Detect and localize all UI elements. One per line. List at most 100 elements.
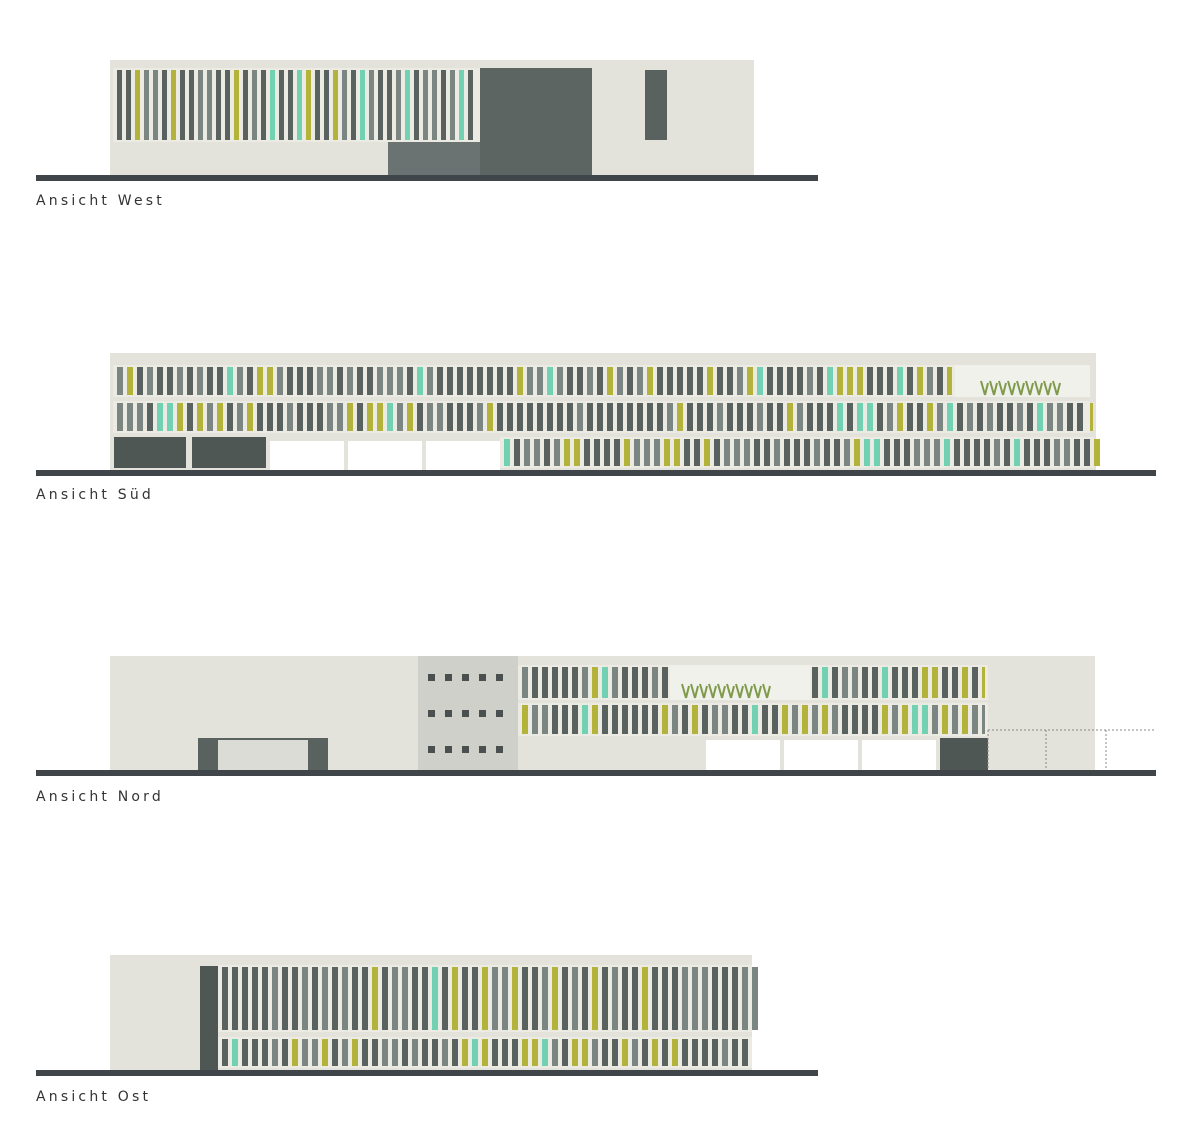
panel-yellow [672,1039,678,1066]
mullion [698,1037,702,1068]
panel-yellow [217,403,223,431]
mullion [843,365,847,397]
reflection [177,367,183,395]
panel-teal [602,667,608,698]
reflection [852,667,858,698]
transom [113,401,1090,403]
panel-yellow [624,439,630,466]
panel-yellow [652,1039,658,1066]
mullion [223,401,227,433]
reflection [197,367,203,395]
mullion [588,1037,592,1068]
reflection [644,439,650,466]
panel-teal [827,367,833,395]
reflection [692,967,698,1030]
mullion [863,365,867,397]
mullion [598,965,602,1032]
transom [218,1066,752,1068]
panel-teal [227,367,233,395]
mullion [638,703,642,736]
mullion [688,965,692,1032]
reflection [702,967,708,1030]
mullion [970,437,974,468]
mullion [710,437,714,468]
mullion [598,1037,602,1068]
reflection [757,403,763,431]
mullion [863,401,867,433]
mullion [401,68,405,142]
mullion [268,965,272,1032]
plant [1043,380,1052,396]
reflection [117,403,123,431]
mullion [673,365,677,397]
mullion [778,703,782,736]
mullion [573,365,577,397]
mullion [933,401,937,433]
panel-yellow [622,1039,628,1066]
mullion [228,965,232,1032]
mullion [978,665,982,700]
mullion [368,1037,372,1068]
mullion [703,401,707,433]
reflection [934,439,940,466]
panel-yellow [574,439,580,466]
mullion [560,437,564,468]
reflection [450,70,455,140]
mullion [473,365,477,397]
mullion [953,401,957,433]
panel-yellow [897,403,903,431]
mullion [888,703,892,736]
mullion [683,365,687,397]
mullion [623,401,627,433]
mullion [213,365,217,397]
mullion [153,365,157,397]
mullion [873,401,877,433]
mullion [463,401,467,433]
opening [270,441,344,470]
reflection [437,403,443,431]
reflection [937,403,943,431]
mullion [960,437,964,468]
mullion [643,365,647,397]
mullion [275,68,279,142]
reflection [432,70,437,140]
mullion [913,365,917,397]
reflection [987,403,993,431]
mullion [985,665,988,700]
mullion [258,965,262,1032]
mullion [520,437,524,468]
mullion [850,437,854,468]
mullion [368,965,372,1032]
mullion [848,703,852,736]
panel-teal [417,367,423,395]
mullion [688,1037,692,1068]
plant [762,683,771,699]
panel-teal [757,367,763,395]
mullion [680,437,684,468]
mullion [428,1037,432,1068]
mullion [528,665,532,700]
mullion [193,365,197,397]
mullion [738,1037,742,1068]
mullion [793,401,797,433]
mullion [558,665,562,700]
mullion [923,401,927,433]
panel-yellow [522,705,528,734]
vent [496,746,503,753]
mullion [738,703,742,736]
mullion [568,965,572,1032]
mullion [948,665,952,700]
transom [113,140,480,142]
reflection [337,403,343,431]
reflection [342,70,347,140]
plant [989,380,998,396]
mullion [943,365,947,397]
mullion [568,703,572,736]
mullion [518,703,522,736]
mullion [513,401,517,433]
panel-yellow [922,667,928,698]
panel-teal [874,439,880,466]
reflection [612,667,618,698]
panel-yellow [902,705,908,734]
mullion [203,68,207,142]
